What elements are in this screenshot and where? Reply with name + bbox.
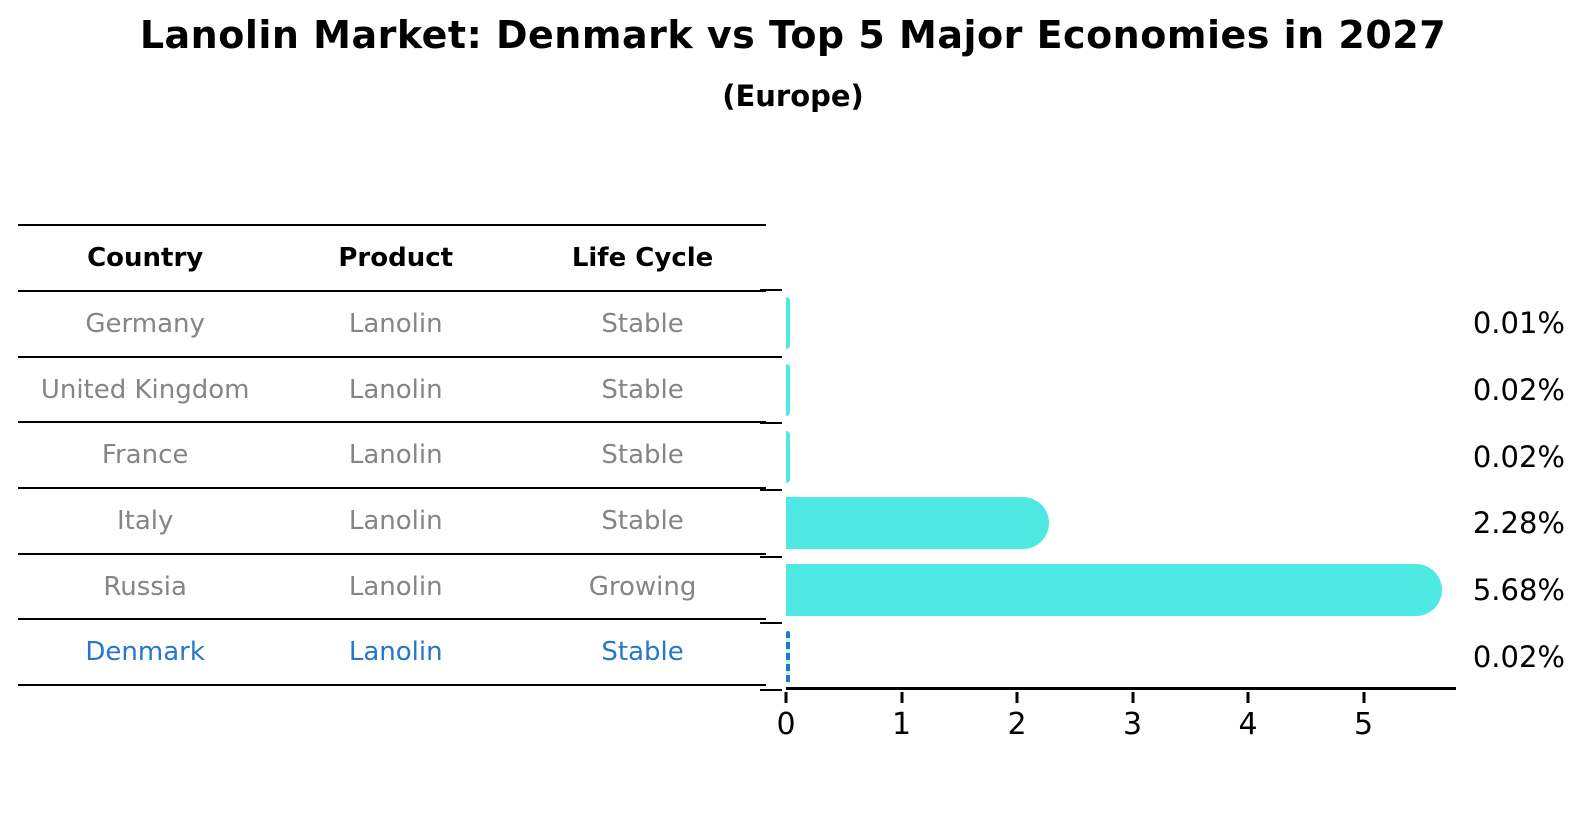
y-axis-ticks — [760, 289, 1456, 691]
cell-country: Russia — [103, 571, 187, 602]
x-axis-ticks: 0 1 2 3 4 5 — [776, 290, 1456, 742]
table-row-russia: Russia Lanolin Growing — [18, 555, 766, 621]
cell-product: Lanolin — [348, 571, 443, 602]
chart-title: Lanolin Market: Denmark vs Top 5 Major E… — [139, 13, 1447, 57]
bar-france — [786, 431, 790, 483]
x-tick-label: 2 — [1007, 707, 1027, 742]
x-tick-mark — [900, 692, 904, 703]
x-tick-label: 0 — [776, 707, 796, 742]
x-tick-mark — [784, 692, 788, 703]
cell-country: United Kingdom — [40, 374, 250, 405]
cell-life-cycle: Stable — [601, 505, 684, 536]
column-header-country: Country — [87, 243, 204, 273]
chart-subtitle: (Europe) — [722, 79, 864, 113]
x-tick-mark — [1131, 692, 1135, 703]
cell-product: Lanolin — [348, 374, 443, 405]
bar-russia — [786, 564, 1443, 616]
cell-country: Denmark — [85, 637, 205, 668]
x-tick-mark — [1246, 692, 1250, 703]
cell-life-cycle: Stable — [601, 440, 684, 471]
x-tick-label: 3 — [1123, 707, 1143, 742]
value-label-russia: 5.68% — [1472, 572, 1565, 607]
value-labels: 0.01% 0.02% 0.02% 2.28% 5.68% 0.02% — [1473, 290, 1565, 690]
cell-life-cycle: Stable — [601, 374, 684, 405]
x-tick-label: 5 — [1354, 707, 1374, 742]
value-label-denmark: 0.02% — [1472, 639, 1565, 674]
cell-life-cycle: Stable — [601, 308, 684, 339]
column-header-product: Product — [338, 243, 454, 273]
cell-country: Italy — [116, 505, 174, 536]
table-row-germany: Germany Lanolin Stable — [18, 292, 766, 358]
x-tick-label: 4 — [1238, 707, 1258, 742]
info-table: Country Product Life Cycle Germany Lanol… — [18, 224, 766, 687]
value-label-germany: 0.01% — [1472, 306, 1565, 341]
table-row-italy: Italy Lanolin Stable — [18, 489, 766, 555]
bar-plot: 0 1 2 3 4 5 — [760, 289, 1456, 742]
table-row-united-kingdom: United Kingdom Lanolin Stable — [18, 358, 766, 424]
column-header-life-cycle: Life Cycle — [571, 243, 714, 273]
table-row-denmark: Denmark Lanolin Stable — [18, 620, 766, 687]
cell-life-cycle: Stable — [601, 637, 684, 668]
x-tick-mark — [1015, 692, 1019, 703]
bar-united-kingdom — [786, 364, 790, 416]
cell-product: Lanolin — [348, 308, 443, 339]
x-tick-mark — [1362, 692, 1366, 703]
cell-life-cycle: Growing — [588, 571, 697, 602]
table-row-france: France Lanolin Stable — [18, 423, 766, 490]
cell-product: Lanolin — [348, 637, 443, 668]
bar-denmark — [786, 631, 790, 683]
bar-italy — [786, 497, 1050, 549]
cell-country: Germany — [85, 308, 205, 339]
value-label-united-kingdom: 0.02% — [1472, 372, 1565, 407]
cell-product: Lanolin — [348, 505, 443, 536]
value-label-france: 0.02% — [1472, 439, 1565, 474]
value-label-italy: 2.28% — [1472, 506, 1565, 541]
table-header-row: Country Product Life Cycle — [18, 226, 766, 292]
cell-country: France — [101, 440, 189, 471]
cell-product: Lanolin — [348, 440, 443, 471]
x-tick-label: 1 — [891, 707, 912, 742]
y-tick-mark — [760, 689, 782, 691]
bar-germany — [786, 297, 790, 349]
x-axis-line — [786, 687, 1456, 690]
